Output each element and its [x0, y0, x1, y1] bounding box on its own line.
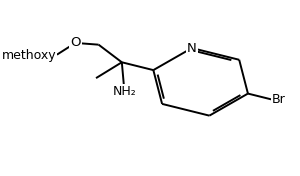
Text: O: O: [70, 36, 81, 49]
Text: N: N: [187, 42, 197, 55]
Text: NH₂: NH₂: [112, 85, 136, 98]
Text: methoxy: methoxy: [53, 55, 59, 56]
Text: Br: Br: [272, 93, 286, 106]
Text: methoxy: methoxy: [2, 49, 56, 62]
